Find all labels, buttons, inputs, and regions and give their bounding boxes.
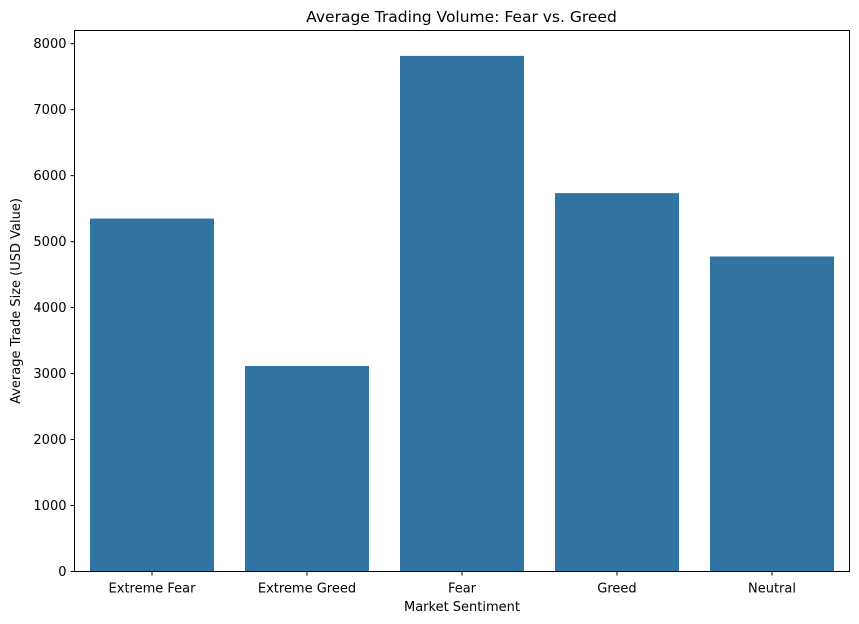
bars-group [90, 55, 834, 572]
y-tick-label: 2000 [33, 433, 66, 448]
x-axis-ticks: Extreme Fear Extreme Greed Fear Greed Neutra… [109, 571, 796, 597]
x-tick-label: Greed [597, 582, 636, 597]
y-tick-label: 6000 [33, 169, 66, 184]
x-tick-label: Extreme Fear [109, 582, 197, 597]
y-tick-label: 3000 [33, 367, 66, 382]
plot-frame [74, 30, 850, 572]
bar-neutral [710, 256, 834, 572]
y-tick-label: 4000 [33, 301, 66, 316]
bar-fear [400, 55, 524, 572]
x-tick-label: Extreme Greed [258, 582, 356, 597]
y-tick-label: 5000 [33, 235, 66, 250]
bar-extreme-greed [245, 365, 369, 572]
y-tick-label: 1000 [33, 499, 66, 514]
bar-greed [555, 193, 679, 572]
bar-extreme-fear [90, 218, 214, 572]
chart-title: Average Trading Volume: Fear vs. Greed [306, 8, 617, 26]
x-tick-label: Fear [448, 582, 477, 597]
y-tick-label: 0 [58, 565, 66, 580]
x-axis-title: Market Sentiment [404, 600, 520, 615]
y-tick-label: 8000 [33, 37, 66, 52]
y-axis-title: Average Trade Size (USD Value) [9, 198, 24, 404]
y-axis-ticks: 0 1000 2000 3000 4000 5000 6000 7000 8000 [33, 37, 75, 580]
x-tick-label: Neutral [748, 582, 796, 597]
y-tick-label: 7000 [33, 103, 66, 118]
